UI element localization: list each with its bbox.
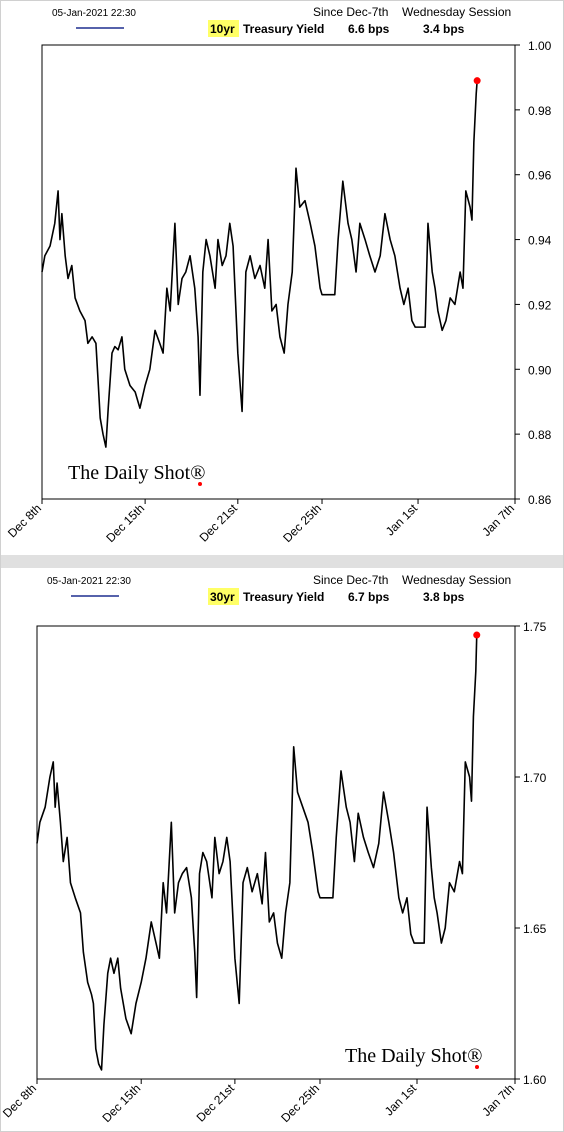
timestamp: 05-Jan-2021 22:30 — [47, 576, 131, 587]
y-tick-label: 0.96 — [528, 169, 552, 183]
separator — [0, 555, 564, 568]
since-label: Since Dec-7th — [313, 5, 388, 19]
y-tick-label: 1.00 — [528, 39, 552, 53]
series-line — [41, 80, 478, 448]
timestamp: 05-Jan-2021 22:30 — [52, 8, 136, 19]
y-tick-label: 1.75 — [523, 620, 547, 634]
watermark: The Daily Shot® — [68, 462, 205, 484]
watermark-dot — [198, 482, 202, 486]
y-tick-label: 0.98 — [528, 104, 552, 118]
last-point — [473, 631, 481, 639]
watermark: The Daily Shot® — [345, 1045, 482, 1067]
since-value: 6.6 bps — [348, 22, 390, 36]
y-tick-label: 1.60 — [523, 1073, 547, 1087]
last-point — [473, 77, 481, 85]
y-tick-label: 1.70 — [523, 771, 547, 785]
chart-panel: 05-Jan-2021 22:30 Since Dec-7th Wednesday … — [0, 573, 547, 1125]
session-value: 3.4 bps — [423, 22, 465, 36]
legend-label: 30yr — [210, 590, 235, 604]
series-name-highlight — [208, 20, 239, 37]
series-line — [36, 635, 478, 1071]
since-value: 6.7 bps — [348, 590, 390, 604]
session-label: Wednesday Session — [402, 5, 511, 19]
series-name-highlight — [208, 588, 239, 605]
watermark-dot — [475, 1065, 479, 1069]
y-tick-label: 0.88 — [528, 428, 552, 442]
legend-label: 10yr — [210, 22, 235, 36]
y-tick-label: 0.94 — [528, 234, 552, 248]
y-tick-label: 0.86 — [528, 493, 552, 507]
chart-title: Treasury Yield — [243, 590, 324, 604]
y-tick-label: 0.90 — [528, 363, 552, 377]
chart-title: Treasury Yield — [243, 22, 324, 36]
y-tick-label: 0.92 — [528, 298, 552, 312]
since-label: Since Dec-7th — [313, 573, 388, 587]
session-label: Wednesday Session — [402, 573, 511, 587]
y-tick-label: 1.65 — [523, 922, 547, 936]
plot-area — [36, 625, 516, 1080]
session-value: 3.8 bps — [423, 590, 465, 604]
